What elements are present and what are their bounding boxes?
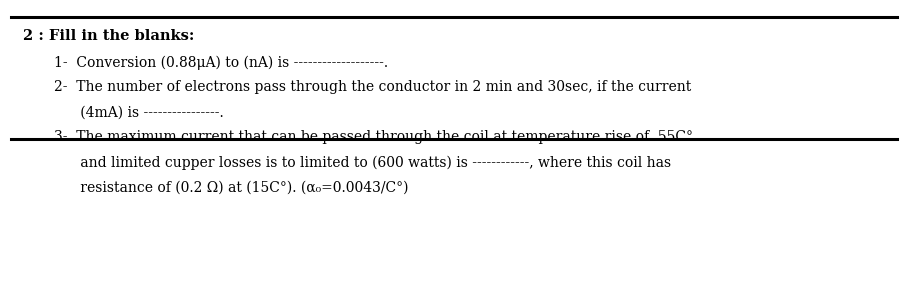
Text: and limited cupper losses is to limited to (600 watts) is ------------, where th: and limited cupper losses is to limited … bbox=[54, 155, 672, 170]
Text: 1-  Conversion (0.88μA) to (nA) is -------------------.: 1- Conversion (0.88μA) to (nA) is ------… bbox=[54, 55, 389, 70]
Text: 2 : Fill in the blanks:: 2 : Fill in the blanks: bbox=[23, 29, 194, 43]
Text: 3-  The maximum current that can be passed through the coil at temperature rise : 3- The maximum current that can be passe… bbox=[54, 130, 694, 144]
Text: (4mA) is ----------------.: (4mA) is ----------------. bbox=[54, 105, 224, 119]
Text: resistance of (0.2 Ω) at (15C°). (α₀=0.0043/C°): resistance of (0.2 Ω) at (15C°). (α₀=0.0… bbox=[54, 180, 409, 194]
Text: 2-  The number of electrons pass through the conductor in 2 min and 30sec, if th: 2- The number of electrons pass through … bbox=[54, 80, 692, 94]
